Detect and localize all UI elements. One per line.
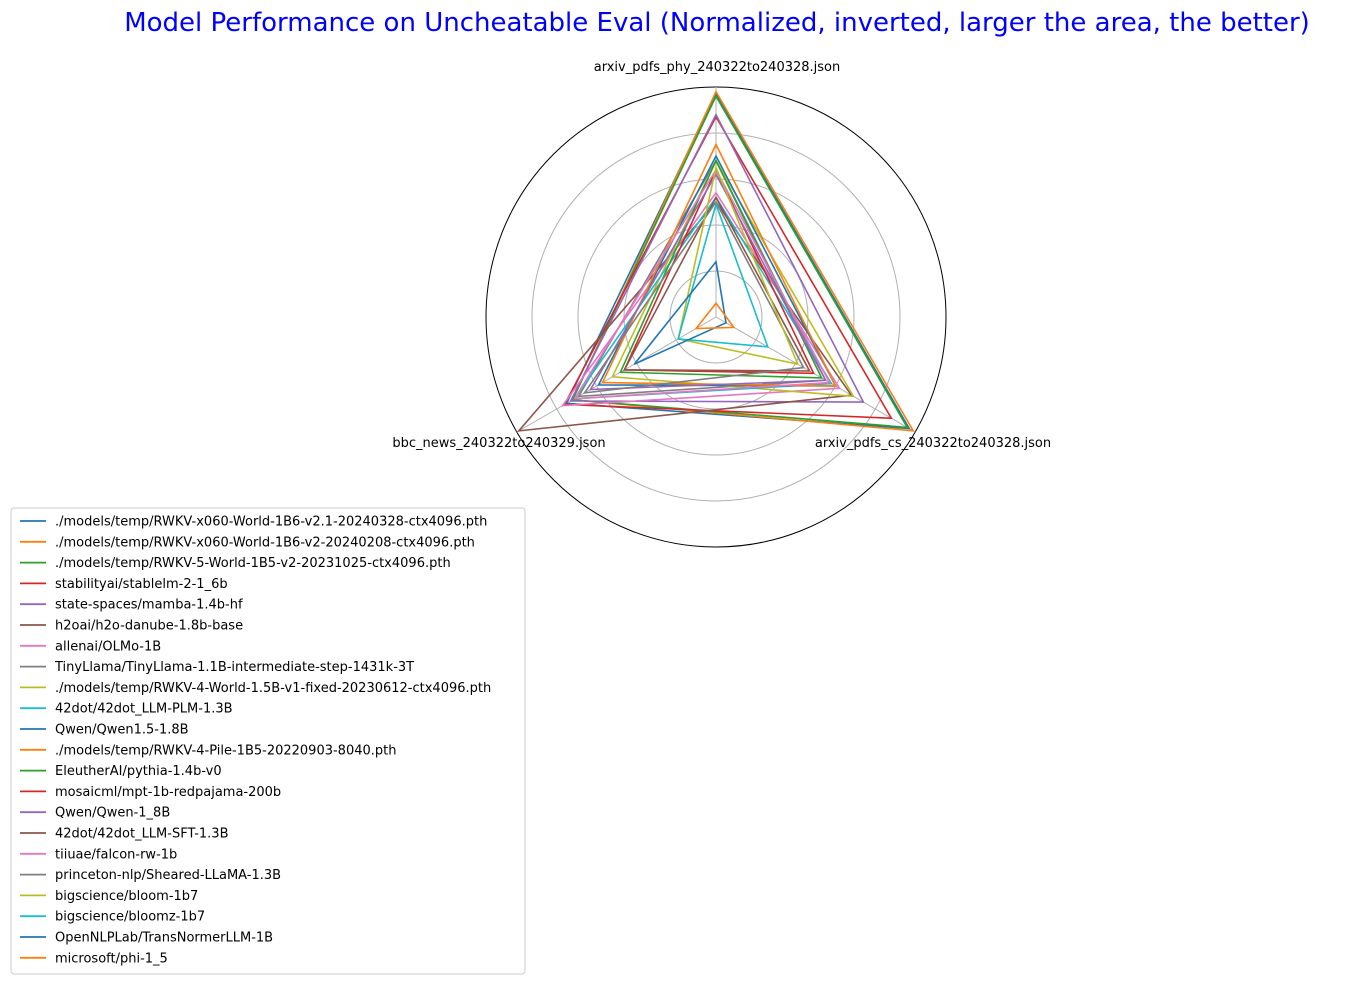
legend-label-4: stabilityai/stablelm-2-1_6b: [55, 577, 228, 592]
grid-spoke-3: [516, 316, 717, 433]
series-line-3: [571, 94, 909, 429]
series-line-11: [597, 154, 837, 387]
series-line-5: [569, 112, 865, 403]
series-line-22: [694, 301, 736, 330]
legend-label-16: 42dot/42dot_LLM-SFT-1.3B: [55, 827, 229, 842]
legend-label-1: ./models/temp/RWKV-x060-World-1B6-v2.1-2…: [55, 515, 487, 530]
legend-label-14: mosaicml/mpt-1b-redpajama-200b: [55, 785, 281, 800]
series-line-17: [573, 168, 831, 400]
chart-title: Model Performance on Uncheatable Eval (N…: [124, 8, 1310, 38]
legend-label-17: tiiuae/falcon-rw-1b: [55, 847, 177, 862]
series-line-21: [633, 259, 727, 365]
legend-label-18: princeton-nlp/Sheared-LLaMA-1.3B: [55, 868, 281, 883]
axis-label-arxiv-phy: arxiv_pdfs_phy_240322to240328.json: [594, 60, 841, 75]
series-line-20: [677, 201, 769, 348]
legend-label-19: bigscience/bloom-1b7: [55, 889, 198, 904]
grid-spoke-2: [715, 316, 916, 433]
legend-label-6: h2oai/h2o-danube-1.8b-base: [55, 619, 243, 634]
legend-label-13: EleutherAI/pythia-1.4b-v0: [55, 764, 222, 779]
axis-label-bbc-news: bbc_news_240322to240329.json: [392, 436, 605, 451]
series-line-2: [571, 89, 915, 432]
series-line-1: [565, 92, 911, 430]
series-line-16: [623, 195, 811, 372]
legend-label-22: microsoft/phi-1_5: [55, 951, 168, 966]
radar-grid: [485, 86, 947, 548]
series-layer: [516, 89, 915, 432]
axis-labels: arxiv_pdfs_phy_240322to240328.json arxiv…: [392, 60, 1051, 451]
legend-label-10: 42dot/42dot_LLM-PLM-1.3B: [55, 702, 233, 717]
legend-label-21: OpenNLPLab/TransNormerLLM-1B: [55, 931, 273, 946]
legend-label-20: bigscience/bloomz-1b7: [55, 910, 205, 925]
series-line-18: [582, 200, 805, 394]
legend-label-12: ./models/temp/RWKV-4-Pile-1B5-20220903-8…: [55, 743, 397, 758]
series-line-9: [611, 158, 855, 398]
legend-label-8: TinyLlama/TinyLlama-1.1B-intermediate-st…: [54, 660, 414, 675]
axis-label-arxiv-cs: arxiv_pdfs_cs_240322to240328.json: [815, 436, 1051, 451]
series-line-8: [577, 158, 827, 398]
legend-label-15: Qwen/Qwen-1_8B: [55, 806, 170, 821]
legend: ./models/temp/RWKV-x060-World-1B6-v2.1-2…: [10, 507, 526, 975]
legend-label-7: allenai/OLMo-1B: [55, 639, 161, 654]
legend-label-11: Qwen/Qwen1.5-1.8B: [55, 723, 189, 738]
legend-label-3: ./models/temp/RWKV-5-World-1B5-v2-202310…: [55, 556, 451, 571]
legend-label-9: ./models/temp/RWKV-4-World-1.5B-v1-fixed…: [55, 681, 491, 696]
legend-box: [10, 507, 526, 975]
series-line-19: [677, 164, 800, 366]
series-line-4: [563, 115, 893, 420]
legend-label-2: ./models/temp/RWKV-x060-World-1B6-v2-202…: [55, 535, 475, 550]
legend-label-5: state-spaces/mamba-1.4b-hf: [55, 598, 243, 613]
series-line-15: [589, 172, 827, 391]
